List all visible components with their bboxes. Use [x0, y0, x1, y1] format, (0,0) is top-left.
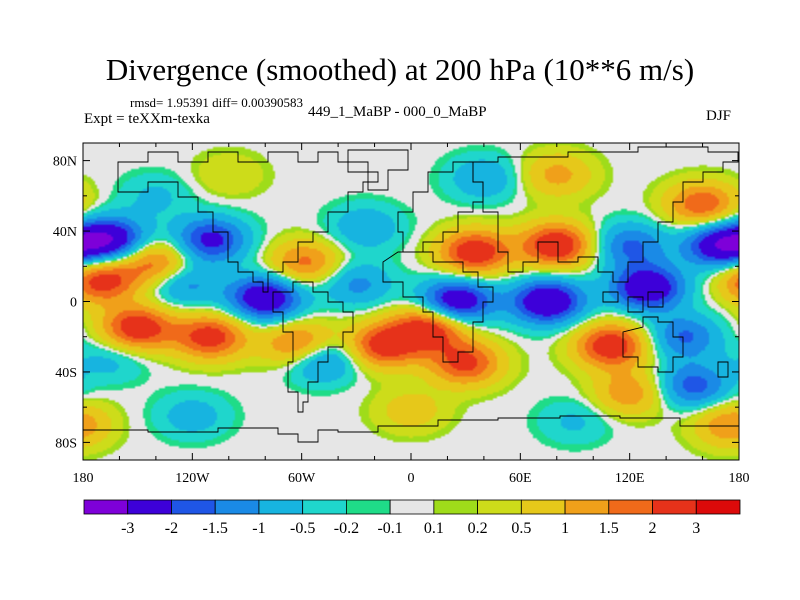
colorbar-swatch [389, 499, 435, 515]
season-label: DJF [706, 108, 732, 124]
colorbar-label: 0.2 [468, 520, 488, 537]
colorbar-swatch [477, 499, 522, 515]
colorbar-label: -0.5 [290, 520, 315, 537]
colorbar-swatch [564, 499, 610, 515]
lat-tick-label: 0 [70, 296, 77, 311]
colorbar-label: 1.5 [599, 520, 619, 537]
coastline-asia [472, 146, 739, 283]
colorbar-swatch [695, 499, 741, 515]
colorbar-swatch [433, 499, 479, 515]
colorbar-swatch [83, 499, 129, 515]
colorbar-label: -1 [252, 520, 265, 537]
colorbar-swatch [608, 499, 653, 515]
colorbar-label: -0.1 [377, 520, 402, 537]
colorbar-swatch [302, 499, 347, 515]
colorbar-swatch [652, 499, 697, 515]
divergence-field [83, 143, 739, 460]
coastline-new-zealand [717, 361, 729, 378]
continent-outlines [83, 146, 739, 443]
colorbar: -3 -2 -1.5 -1 -0.5 -0.2 -0.1 0.1 0.2 0.5 1 1.5 2 3 [83, 499, 741, 537]
colorbar-label: 3 [692, 520, 700, 537]
lon-tick-label: 60W [288, 471, 316, 486]
colorbar-swatch [520, 499, 566, 515]
colorbar-label: 0.5 [511, 520, 531, 537]
colorbar-swatch [345, 499, 391, 515]
lat-tick-label: 40S [55, 366, 77, 381]
lat-tick-label: 80N [53, 155, 77, 170]
coastline-maritime [602, 291, 664, 313]
lon-tick-label: 60E [509, 471, 532, 486]
colorbar-swatch [171, 499, 216, 515]
lat-tick-label: 40N [53, 225, 77, 240]
experiment-text: Expt = teXXm-texka [84, 111, 210, 127]
colorbar-label: 1 [561, 520, 569, 537]
lon-tick-label: 0 [408, 471, 415, 486]
colorbar-swatch [258, 499, 304, 515]
coastline-greenland [347, 149, 409, 191]
coastline-north-america [117, 151, 379, 293]
coastline-antarctica [83, 415, 739, 443]
coastline-south-america [272, 281, 354, 413]
colorbar-label: 2 [649, 520, 657, 537]
lon-tick-label: 120E [615, 471, 645, 486]
experiment-label: 449_1_MaBP - 000_0_MaBP [308, 104, 487, 120]
coastline-australia [622, 316, 684, 373]
longitude-axis: 180 120W 60W 0 60E 120E 180 [73, 143, 750, 486]
stats-text: rmsd= 1.95391 diff= 0.00390583 [130, 95, 303, 110]
lon-tick-label: 180 [73, 471, 94, 486]
colorbar-label: 0.1 [424, 520, 444, 537]
figure-title: Divergence (smoothed) at 200 hPa (10**6 … [105, 52, 695, 87]
colorbar-label: -2 [165, 520, 178, 537]
colorbar-label: -1.5 [203, 520, 228, 537]
colorbar-swatch [214, 499, 260, 515]
latitude-axis: 80N 40N 0 40S 80S [53, 155, 739, 451]
colorbar-label: -0.2 [334, 520, 359, 537]
colorbar-label: -3 [121, 520, 134, 537]
lat-tick-label: 80S [55, 436, 77, 451]
lon-tick-label: 120W [175, 471, 210, 486]
coastline-africa [382, 251, 494, 363]
colorbar-swatch [127, 499, 172, 515]
lon-tick-label: 180 [729, 471, 750, 486]
